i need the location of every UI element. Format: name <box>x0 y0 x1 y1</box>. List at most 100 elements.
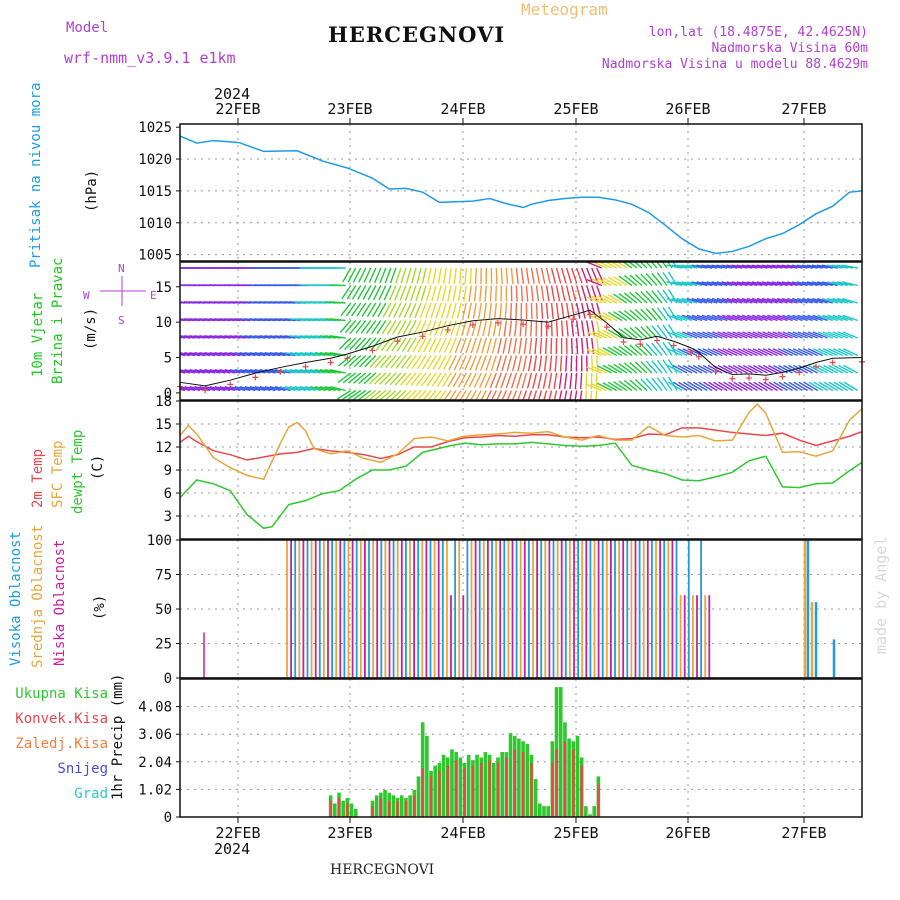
wind-barb <box>622 262 633 269</box>
wind-barb <box>304 385 321 392</box>
wind-barb <box>490 355 497 371</box>
wind-barb <box>832 314 849 322</box>
wind-barb <box>347 267 357 283</box>
wind-barb <box>828 381 844 392</box>
wind-barb <box>361 302 372 317</box>
wind-barb <box>721 264 738 269</box>
wind-barb <box>359 337 372 351</box>
wind-barb <box>751 297 768 304</box>
wind-barb <box>842 331 859 339</box>
wind-barb <box>651 377 663 391</box>
wind-gust-mark <box>653 337 660 344</box>
wind-barb <box>239 352 256 357</box>
wind-barb <box>234 385 251 392</box>
wind-barb <box>526 372 533 389</box>
wind-barb <box>672 331 688 339</box>
wind-barb <box>396 337 407 352</box>
wind-barb <box>520 267 525 284</box>
wind-barb <box>366 302 377 317</box>
wind-barb <box>389 372 402 386</box>
wind-barb <box>368 389 382 400</box>
wind-barb <box>676 314 693 322</box>
wind-gust-mark <box>695 353 702 360</box>
wind-barb <box>289 385 306 392</box>
wind-barb <box>545 302 549 320</box>
precip-total-bar <box>588 814 592 817</box>
precip-total-bar <box>441 754 446 817</box>
wind-barb <box>691 264 708 269</box>
wind-barb <box>645 360 658 374</box>
wind-barb <box>591 278 608 287</box>
wind-barb <box>502 337 508 354</box>
wind-barb <box>194 352 211 357</box>
wind-barb <box>532 390 538 400</box>
wind-barb <box>239 385 256 392</box>
wind-barb <box>336 389 352 400</box>
wind-barb <box>513 337 518 354</box>
precip-conv-bar <box>429 776 433 817</box>
wind-barb <box>414 302 422 319</box>
wind-barb <box>400 372 412 386</box>
wind-barb <box>597 295 613 304</box>
wind-barb <box>697 348 713 357</box>
wind-barb <box>570 337 573 355</box>
wind-barb <box>771 281 788 287</box>
wind-barb <box>832 348 849 357</box>
wind-barb <box>797 314 813 322</box>
wind-barb <box>407 337 417 353</box>
wind-barb <box>209 352 226 357</box>
precip-panel-bg <box>180 679 862 817</box>
wind-barb <box>259 385 276 392</box>
wind-barb <box>781 281 798 287</box>
wind-barb <box>575 337 579 355</box>
wind-barb <box>640 343 653 356</box>
wind-barb <box>357 285 367 300</box>
wind-barb <box>787 331 803 339</box>
wind-gust-mark <box>746 375 753 382</box>
wind-barb <box>440 302 447 319</box>
wind-barb <box>351 285 362 300</box>
precip-total-bar <box>558 687 563 817</box>
wind-barb <box>462 302 467 319</box>
wind-barb <box>417 337 427 353</box>
wind-barb <box>731 264 748 269</box>
wind-barb <box>585 337 589 354</box>
cloud-panel-frame <box>179 539 863 679</box>
precip-conv-bar <box>580 765 583 817</box>
wind-barb <box>831 264 848 269</box>
wind-barb <box>517 355 523 372</box>
wind-barb <box>358 355 372 368</box>
precip-total-bar <box>458 757 463 817</box>
precip-conv-bar <box>572 749 575 817</box>
wind-barb <box>363 372 377 385</box>
wind-barb <box>403 302 412 318</box>
wind-barb <box>597 347 613 357</box>
wind-barb <box>629 362 643 374</box>
wind-barb <box>565 320 569 337</box>
wind-barb <box>442 267 447 284</box>
wind-barb <box>309 368 326 374</box>
wind-barb <box>618 328 633 339</box>
precip-ytick-label: 4.08 <box>138 700 172 716</box>
wind-barb <box>514 320 518 337</box>
precip-conv-bar <box>496 762 500 817</box>
wind-barb <box>464 355 472 371</box>
wind-barb <box>623 292 638 304</box>
wind-barb <box>732 331 748 339</box>
wind-barb <box>470 337 477 354</box>
wind-barb <box>363 267 372 283</box>
wind-barb <box>843 348 859 357</box>
wind-barb <box>214 368 231 374</box>
wind-barb <box>508 320 513 337</box>
wind-gust-mark <box>779 373 786 380</box>
wind-barb <box>204 352 221 357</box>
wind-barb <box>736 281 753 287</box>
wind-gust-mark <box>812 363 819 370</box>
wind-barb <box>721 297 738 304</box>
wind-barb <box>736 264 753 269</box>
wind-barb <box>340 302 352 317</box>
wind-barb <box>656 262 663 269</box>
wind-barb <box>787 348 803 357</box>
wind-barb <box>429 320 437 336</box>
wind-barb <box>224 385 241 392</box>
